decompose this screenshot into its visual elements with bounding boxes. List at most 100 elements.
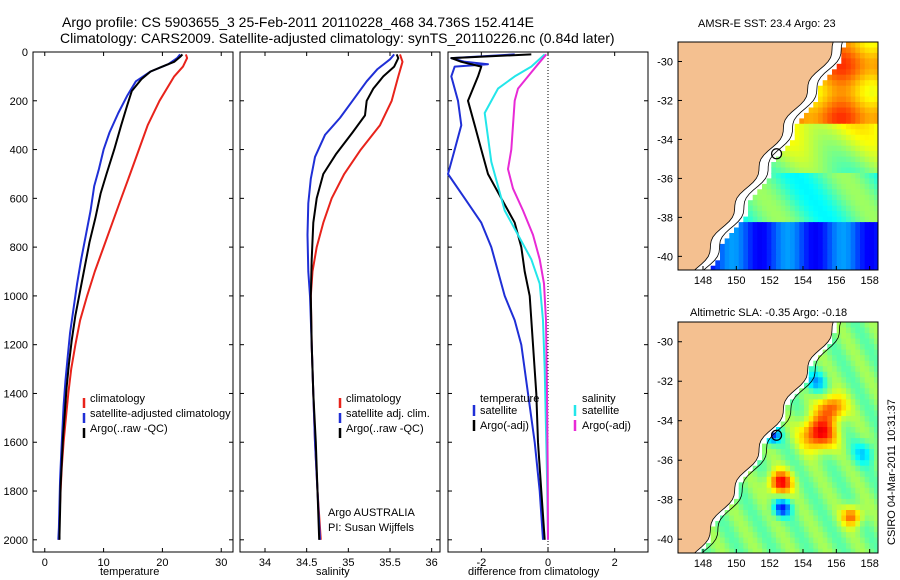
map-cell — [822, 167, 829, 174]
map-cell — [874, 69, 878, 76]
map-cell — [780, 493, 787, 500]
map-cell — [808, 145, 815, 152]
map-cell — [794, 449, 801, 456]
map-cell — [850, 63, 857, 71]
map-cell — [846, 548, 852, 553]
map-cell — [818, 227, 824, 234]
map-cell — [808, 454, 815, 461]
map-cell — [822, 360, 829, 367]
map-cell — [832, 238, 838, 245]
map-cell — [808, 366, 815, 373]
map-cell — [766, 183, 773, 191]
map-cell — [799, 178, 805, 185]
map-cell — [785, 532, 791, 539]
map-cell — [818, 526, 824, 533]
map-cell — [794, 265, 801, 270]
map-cell — [804, 151, 810, 158]
map-cell — [864, 471, 871, 478]
map-cell — [874, 156, 878, 163]
map-cell — [860, 52, 866, 60]
map-cell — [841, 178, 847, 185]
map-cell — [785, 178, 791, 185]
map-cell — [766, 243, 773, 251]
map-cell — [864, 233, 871, 240]
map-cell — [860, 515, 866, 522]
map-cell — [841, 537, 847, 544]
map-cell — [864, 510, 871, 517]
map-cell — [799, 205, 805, 212]
map-cell — [836, 410, 843, 417]
map-cell — [841, 344, 847, 351]
map-cell — [860, 178, 866, 185]
map-cell — [771, 249, 777, 256]
map-cell — [836, 200, 843, 207]
map-cell — [808, 249, 815, 256]
series-line-argo-raw-qc- — [58, 53, 184, 540]
map-cell — [818, 118, 824, 125]
map-cell — [827, 366, 833, 373]
map-cell — [808, 254, 815, 262]
map-cell — [827, 471, 833, 478]
map-cell — [855, 438, 861, 445]
map-cell — [748, 233, 754, 240]
map-cell — [808, 393, 815, 401]
map-cell — [794, 416, 801, 423]
map-cell — [808, 151, 815, 158]
map-cell — [776, 156, 782, 163]
map-cell — [757, 233, 763, 240]
map-cell — [874, 537, 878, 544]
map-cell — [799, 510, 805, 517]
map-cell — [785, 471, 791, 478]
map-cell — [780, 454, 787, 461]
map-cell — [766, 465, 773, 472]
map-cell — [846, 476, 852, 484]
map-cell — [748, 205, 754, 212]
map-cell — [827, 504, 833, 511]
map-cell — [850, 460, 857, 467]
map-cell — [766, 482, 773, 489]
map-cell — [846, 515, 852, 522]
map-cell — [748, 493, 754, 500]
map-cell — [738, 498, 745, 506]
map-cell — [850, 399, 857, 406]
map-cell — [832, 243, 838, 251]
map-cell — [757, 265, 763, 270]
map-cell — [729, 521, 735, 528]
map-cell — [794, 521, 801, 528]
map-cell — [780, 151, 787, 158]
map-cell — [836, 471, 843, 478]
map-cell — [874, 194, 878, 202]
map-cell — [827, 211, 833, 218]
map-cell — [822, 260, 829, 267]
lon-tick-label: 148 — [694, 275, 712, 287]
map-cell — [813, 471, 819, 478]
map-cell — [864, 454, 871, 461]
legend-label-climatology: climatology — [90, 393, 146, 405]
map-cell — [729, 238, 735, 245]
map-cell — [799, 151, 805, 158]
map-cell — [748, 543, 754, 550]
map-cell — [762, 498, 768, 506]
map-cell — [794, 156, 801, 163]
map-cell — [869, 233, 875, 240]
map-cell — [822, 532, 829, 539]
map-cell — [850, 421, 857, 428]
map-cell — [850, 123, 857, 131]
map-cell — [864, 118, 871, 125]
map-cell — [822, 476, 829, 484]
map-cell — [785, 443, 791, 450]
map-cell — [869, 427, 875, 434]
map-cell — [762, 487, 768, 495]
title-line-1: Argo profile: CS 5903655_3 25-Feb-2011 2… — [62, 14, 534, 30]
map-cell — [762, 200, 768, 207]
y-tick-label: 600 — [10, 193, 28, 205]
map-cell — [818, 238, 824, 245]
map-cell — [790, 427, 796, 434]
map-cell — [832, 399, 838, 406]
map-cell — [855, 526, 861, 533]
map-cell — [864, 102, 871, 109]
map-cell — [846, 194, 852, 202]
y-tick-label: 1800 — [4, 486, 28, 498]
map-cell — [780, 498, 787, 506]
map-cell — [874, 482, 878, 489]
